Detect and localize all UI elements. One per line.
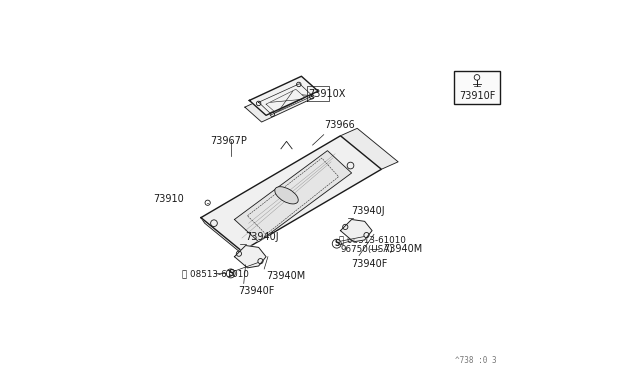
- Text: Ⓢ 08513-61010: Ⓢ 08513-61010: [339, 235, 406, 244]
- Text: 73910: 73910: [154, 194, 184, 204]
- Polygon shape: [201, 136, 381, 251]
- Polygon shape: [340, 219, 372, 242]
- Text: 73940F: 73940F: [351, 259, 388, 269]
- Text: S: S: [228, 269, 234, 278]
- Bar: [454, 71, 500, 104]
- Text: 96750(USA): 96750(USA): [340, 245, 394, 254]
- Text: 73910F: 73910F: [459, 91, 495, 101]
- Polygon shape: [201, 218, 246, 257]
- Text: 73910X: 73910X: [308, 89, 346, 99]
- Text: Ⓢ 08513-61010: Ⓢ 08513-61010: [182, 269, 249, 278]
- Text: 73940J: 73940J: [351, 206, 385, 216]
- Text: 73940F: 73940F: [238, 286, 275, 296]
- Text: 73966: 73966: [324, 120, 355, 130]
- Polygon shape: [340, 128, 398, 169]
- Text: S: S: [334, 239, 339, 248]
- Polygon shape: [250, 76, 318, 115]
- Polygon shape: [234, 151, 351, 242]
- Text: 73940M: 73940M: [383, 244, 422, 254]
- Text: 73940M: 73940M: [266, 271, 305, 281]
- Polygon shape: [245, 83, 314, 122]
- Text: 73940J: 73940J: [246, 232, 279, 242]
- Ellipse shape: [275, 187, 298, 204]
- Text: 73967P: 73967P: [211, 137, 247, 146]
- Polygon shape: [234, 246, 266, 268]
- Text: ^738 :0 3: ^738 :0 3: [455, 356, 497, 365]
